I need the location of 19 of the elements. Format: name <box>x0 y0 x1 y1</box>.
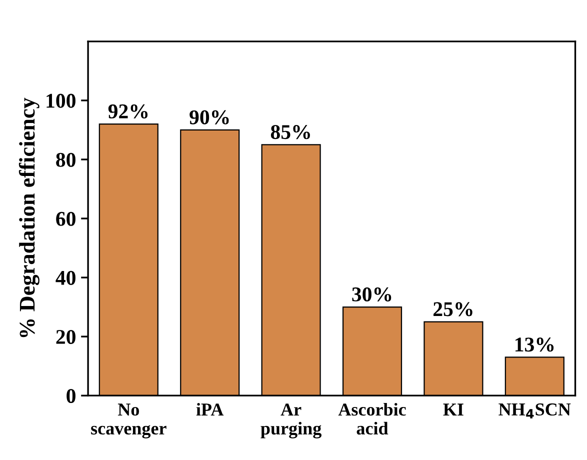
data-label: 85% <box>270 125 310 140</box>
data-label: 92% <box>108 104 148 118</box>
x-tick-label: iPA <box>196 402 224 416</box>
x-tick-label: KI <box>443 404 464 416</box>
y-tick-label: 40 <box>56 270 76 285</box>
x-tick-label: Ar purging <box>260 404 322 438</box>
data-label: 30% <box>352 287 392 302</box>
x-tick-label: NH$_{4}$SCN <box>498 403 571 418</box>
y-axis-title: % Degradation efficiency <box>18 98 40 338</box>
y-tick-label: 0 <box>66 388 76 404</box>
data-label: 13% <box>515 338 554 352</box>
x-tick-label: Ascorbic acid <box>338 402 406 435</box>
data-label: 90% <box>190 110 229 124</box>
y-tick-label: 100 <box>46 94 76 108</box>
x-tick-label: No scavenger <box>91 404 166 438</box>
y-tick-label: 80 <box>56 152 76 167</box>
data-label: 25% <box>434 302 472 316</box>
y-tick-label: 20 <box>56 330 76 344</box>
y-tick-label: 60 <box>56 212 76 226</box>
